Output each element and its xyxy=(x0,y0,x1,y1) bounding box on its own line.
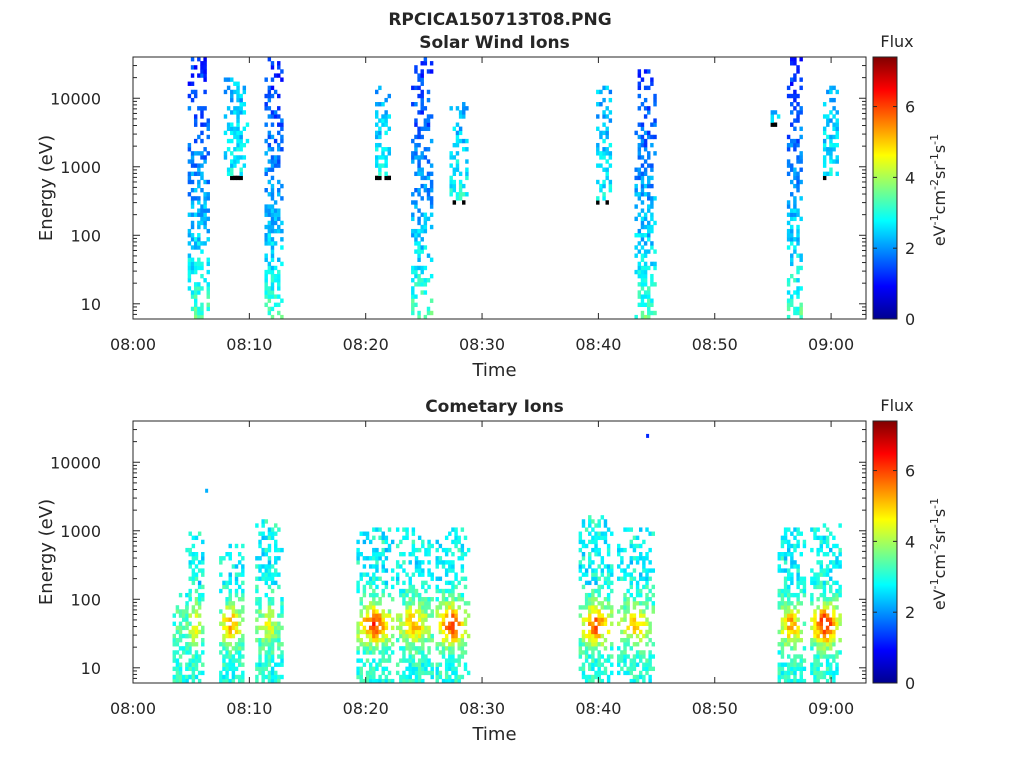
panel-solar-wind-ions: Solar Wind Ions 08:00 08:10 08:20 08:30 08:40… xyxy=(36,32,949,381)
colorbar-tick-label: 0 xyxy=(905,310,915,329)
y-axis: 10 100 1000 10000 xyxy=(50,56,866,320)
x-axis: 08:00 08:10 08:20 08:30 08:40 08:50 09:00 xyxy=(110,421,854,718)
x-tick-label: 08:20 xyxy=(343,335,389,354)
y-axis-label: Energy (eV) xyxy=(36,499,57,605)
colorbar: Flux 0 2 4 6 eV-1cm-2sr-1s-1 xyxy=(872,32,949,329)
x-tick-label: 08:00 xyxy=(110,335,156,354)
burst xyxy=(435,527,471,683)
burst xyxy=(822,85,839,181)
burst xyxy=(395,527,434,683)
x-tick-label: 08:40 xyxy=(575,699,621,718)
spectrogram-cells xyxy=(172,433,842,683)
burst xyxy=(172,592,192,683)
burst xyxy=(617,527,656,683)
burst xyxy=(770,110,781,127)
burst xyxy=(786,57,803,319)
x-tick-label: 09:00 xyxy=(808,335,854,354)
x-tick-label: 08:50 xyxy=(692,699,738,718)
burst xyxy=(777,527,807,683)
y-axis: 10 100 1000 10000 xyxy=(50,420,866,684)
axes-frame xyxy=(132,56,867,320)
y-tick-label: 10000 xyxy=(50,89,101,108)
y-tick-label: 1000 xyxy=(60,522,101,541)
x-tick-label: 08:30 xyxy=(459,335,505,354)
colorbar-tick-label: 4 xyxy=(905,532,915,551)
colorbar-tick-label: 0 xyxy=(905,674,915,693)
spectrogram-cells xyxy=(187,57,839,319)
figure-title: RPCICA150713T08.PNG xyxy=(388,10,611,30)
colorbar-tick-label: 2 xyxy=(905,603,915,622)
y-tick-label: 100 xyxy=(70,226,101,245)
x-tick-label: 08:40 xyxy=(575,335,621,354)
colorbar-title: Flux xyxy=(880,32,913,51)
burst xyxy=(223,77,250,181)
x-tick-label: 08:50 xyxy=(692,335,738,354)
burst xyxy=(411,57,434,319)
x-axis-label: Time xyxy=(471,724,516,745)
colorbar-tick-label: 6 xyxy=(905,462,915,481)
x-tick-label: 08:00 xyxy=(110,699,156,718)
x-tick-label: 08:30 xyxy=(459,699,505,718)
colorbar-label: eV-1cm-2sr-1s-1 xyxy=(928,134,949,246)
x-axis-label: Time xyxy=(471,360,516,381)
colorbar-tick-label: 4 xyxy=(905,168,915,187)
axes-frame xyxy=(132,420,867,684)
x-tick-label: 09:00 xyxy=(808,699,854,718)
x-tick-label: 08:10 xyxy=(226,335,272,354)
y-tick-label: 1000 xyxy=(60,158,101,177)
y-tick-label: 10 xyxy=(81,295,101,314)
x-tick-label: 08:20 xyxy=(343,699,389,718)
colorbar-title: Flux xyxy=(880,396,913,415)
burst xyxy=(255,519,284,683)
y-tick-label: 10 xyxy=(81,659,101,678)
x-axis: 08:00 08:10 08:20 08:30 08:40 08:50 09:00 xyxy=(110,57,854,354)
panel-title: Solar Wind Ions xyxy=(419,33,570,53)
burst xyxy=(810,523,842,683)
burst xyxy=(187,57,210,319)
panel-title: Cometary Ions xyxy=(425,397,564,417)
y-axis-label: Energy (eV) xyxy=(36,135,57,241)
burst xyxy=(578,515,614,683)
burst xyxy=(264,57,284,319)
burst xyxy=(185,531,205,683)
y-tick-label: 100 xyxy=(70,590,101,609)
x-tick-label: 08:10 xyxy=(226,699,272,718)
burst xyxy=(596,85,613,205)
burst xyxy=(219,543,245,683)
colorbar-tick-label: 6 xyxy=(905,98,915,117)
burst xyxy=(356,527,395,683)
outlier-point xyxy=(205,488,209,493)
colorbar-label: eV-1cm-2sr-1s-1 xyxy=(928,498,949,610)
burst xyxy=(634,69,657,319)
colorbar-tick-label: 2 xyxy=(905,239,915,258)
outlier-point xyxy=(646,433,650,438)
burst xyxy=(375,85,392,181)
y-tick-label: 10000 xyxy=(50,453,101,472)
colorbar: Flux 0 2 4 6 eV-1cm-2sr-1s-1 xyxy=(872,396,949,693)
burst xyxy=(449,102,469,205)
